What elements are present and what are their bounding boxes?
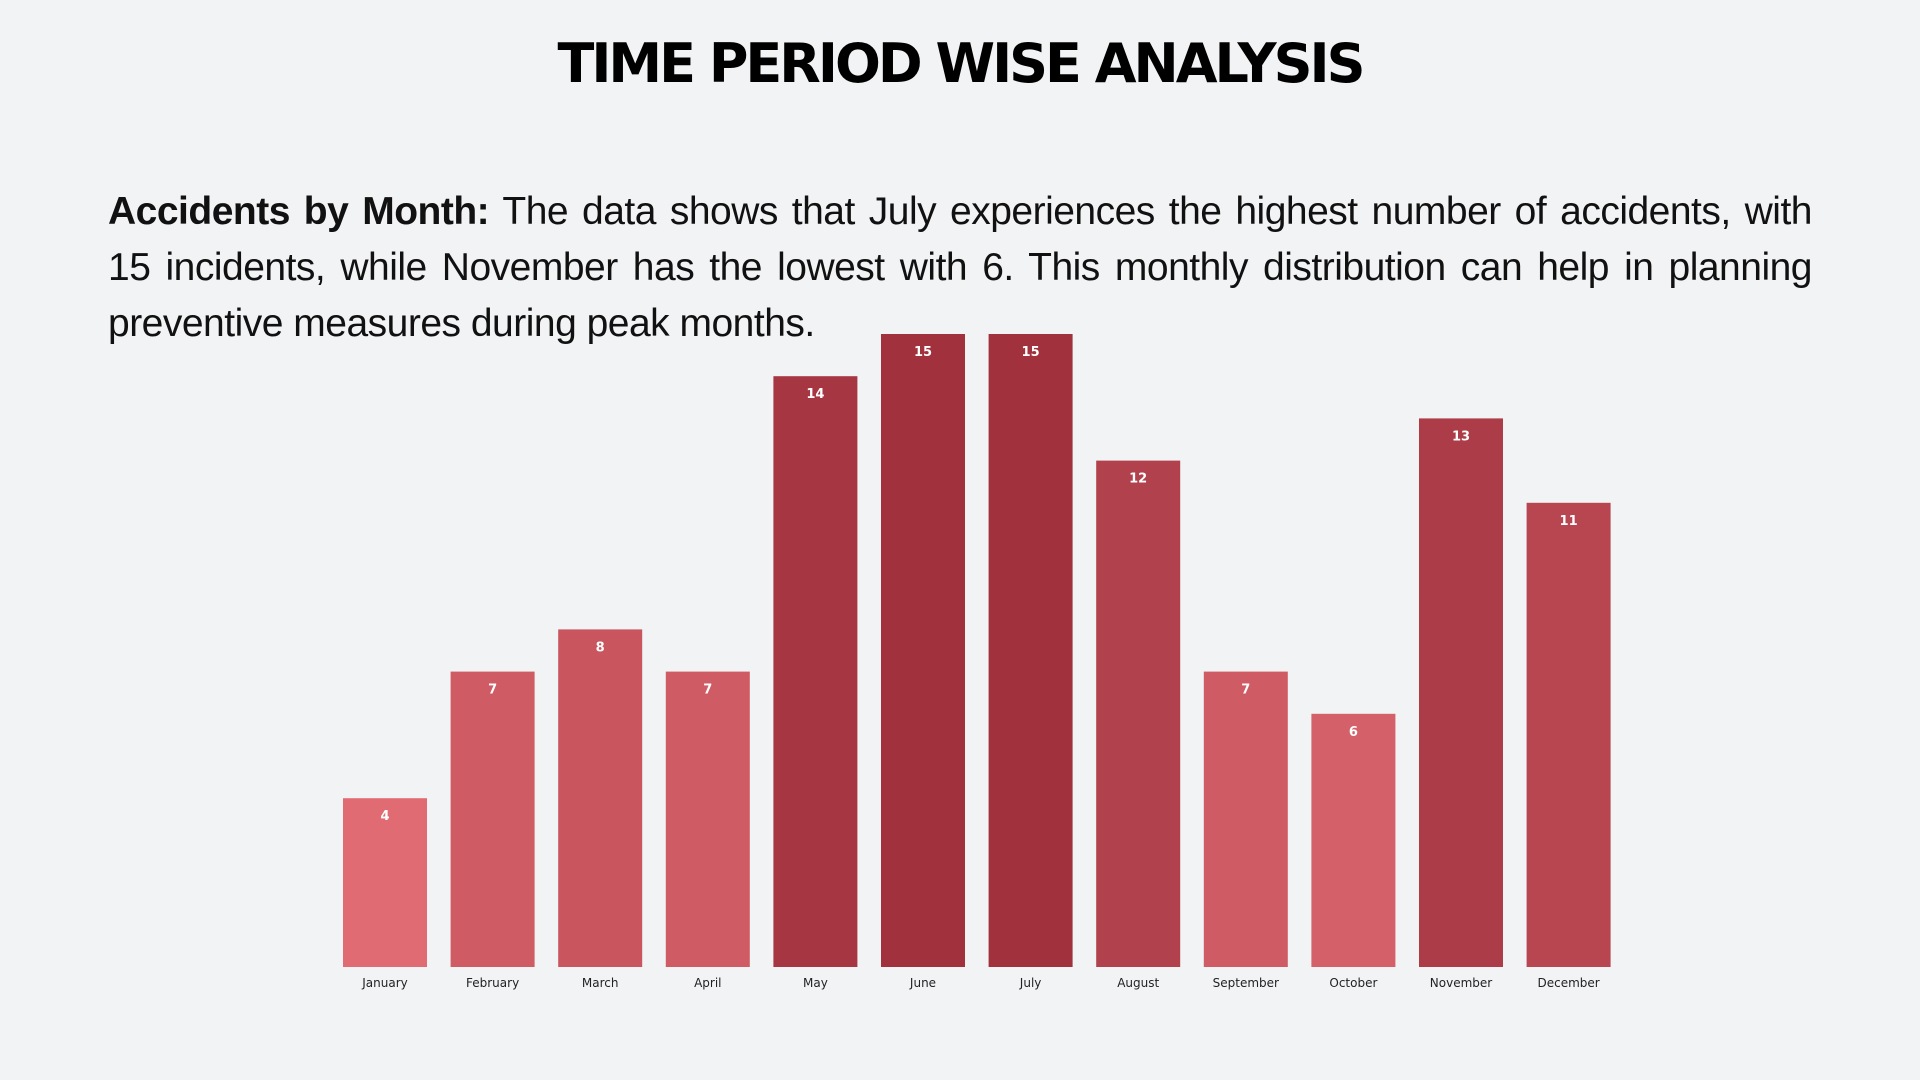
data-label-august: 12 xyxy=(1129,472,1147,487)
data-label-september: 7 xyxy=(1241,683,1250,698)
x-tick-august: August xyxy=(1117,976,1159,990)
data-label-january: 4 xyxy=(380,809,389,824)
x-tick-may: May xyxy=(803,976,828,990)
x-tick-december: December xyxy=(1537,976,1599,990)
data-label-april: 7 xyxy=(703,683,712,698)
bar-may xyxy=(773,376,858,967)
data-label-november: 13 xyxy=(1452,429,1470,444)
description-body: The data shows that July experiences the… xyxy=(108,190,1813,345)
bar-august xyxy=(1096,460,1181,967)
data-label-march: 8 xyxy=(596,640,605,655)
bar-february xyxy=(450,671,535,967)
x-tick-january: January xyxy=(361,976,408,990)
description-lead: Accidents by Month: xyxy=(108,190,490,233)
data-label-july: 15 xyxy=(1022,345,1040,360)
page-title: TIME PERIOD WISE ANALYSIS xyxy=(557,32,1365,95)
data-label-october: 6 xyxy=(1349,725,1358,740)
x-tick-april: April xyxy=(694,976,721,990)
bar-june xyxy=(881,334,965,967)
bar-september xyxy=(1203,671,1288,967)
x-tick-october: October xyxy=(1329,976,1377,990)
data-label-december: 11 xyxy=(1560,514,1578,529)
bar-december xyxy=(1526,502,1611,967)
bar-october xyxy=(1311,713,1396,967)
data-label-may: 14 xyxy=(806,387,824,402)
chart-description: Accidents by Month: The data shows that … xyxy=(108,184,1813,352)
data-label-june: 15 xyxy=(914,345,932,360)
x-tick-march: March xyxy=(582,976,619,990)
bar-july xyxy=(988,334,1073,967)
bar-january xyxy=(343,798,427,967)
x-tick-november: November xyxy=(1430,976,1492,990)
bar-march xyxy=(558,629,643,967)
bar-april xyxy=(665,671,750,967)
data-label-february: 7 xyxy=(488,683,497,698)
x-tick-june: June xyxy=(909,976,936,990)
x-tick-july: July xyxy=(1019,976,1042,990)
x-tick-september: September xyxy=(1213,976,1279,990)
x-tick-february: February xyxy=(466,976,519,990)
bar-november xyxy=(1419,418,1503,967)
